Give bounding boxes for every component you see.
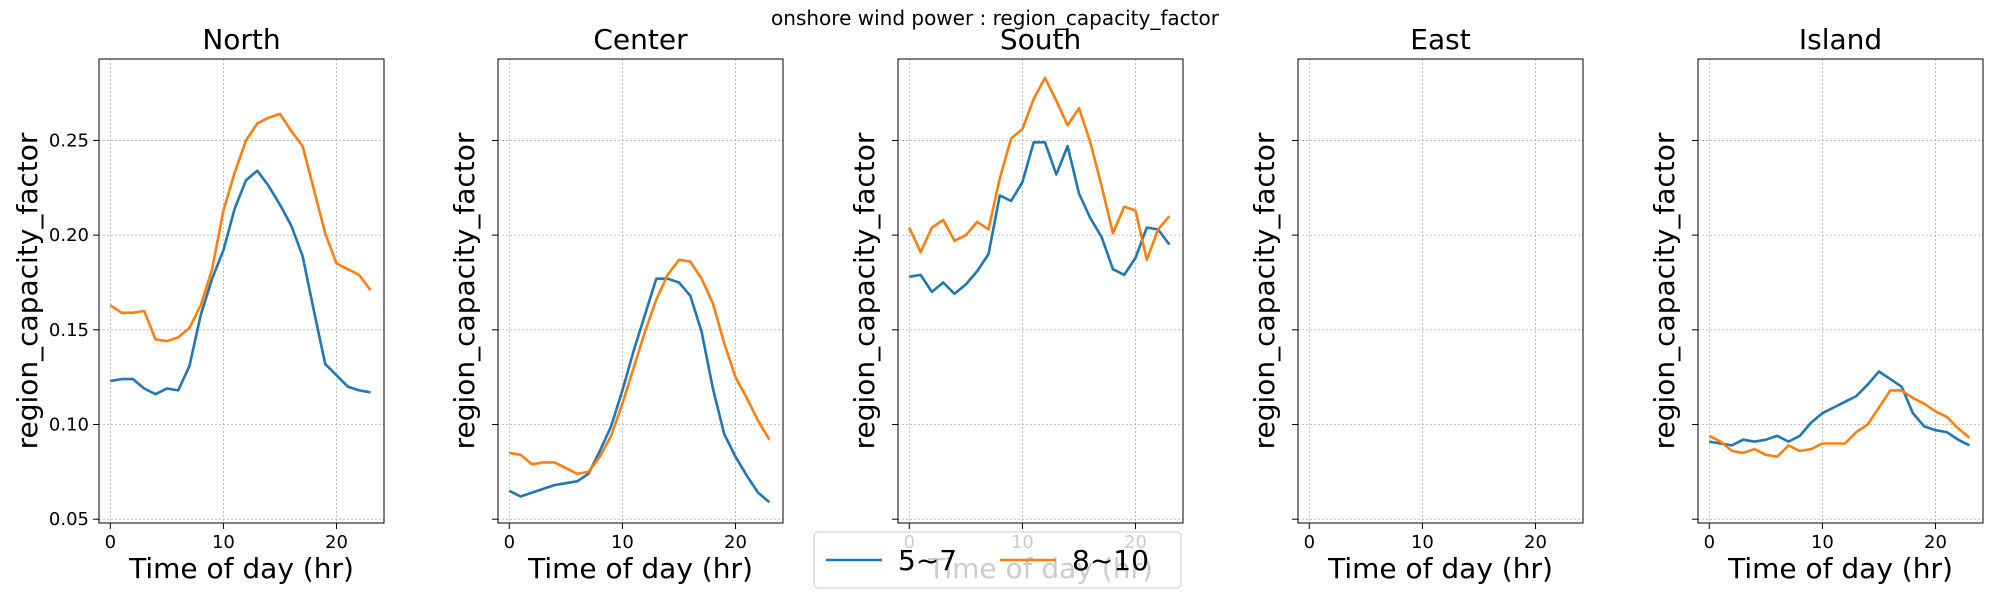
y-axis-label: region_capacity_factor	[448, 132, 481, 449]
series-line-1	[508, 277, 771, 504]
y-axis-label: region_capacity_factor	[1248, 132, 1281, 449]
series-line-1	[909, 141, 1171, 296]
x-tick-label: 10	[212, 532, 235, 553]
axes-frame	[897, 58, 1184, 524]
y-axis-label: region_capacity_factor	[1648, 132, 1681, 449]
x-tick-label: 0	[504, 532, 515, 553]
panel-east: 0 10 20 East Time of day (hr) region_capacity…	[1248, 23, 1584, 585]
panel-island: 0 10 20 Island Time of day (hr) region_capaci…	[1648, 23, 1984, 585]
x-axis-label: Time of day (hr)	[1327, 552, 1553, 585]
chart-legend: 5~7 8~10	[813, 531, 1182, 589]
x-tick-label: 0	[105, 532, 116, 553]
x-tick-label: 10	[1811, 532, 1834, 553]
x-tick-label: 20	[1524, 532, 1547, 553]
y-tick-label: 0.25	[49, 130, 89, 151]
series-line-2	[1708, 389, 1971, 459]
x-axis-label: Time of day (hr)	[128, 552, 354, 585]
y-tick-label: 0.15	[49, 320, 89, 341]
legend-label-1: 5~7	[898, 544, 957, 577]
axes-frame	[1697, 58, 1984, 524]
panel-south: 01020SouthTime of day (hr)region_capacit…	[848, 23, 1184, 585]
chart-panels: 0 10 20 0.05 0.10 0.15 0.20 0.25 North Time of da…	[11, 23, 1984, 585]
legend-label-2: 8~10	[1072, 544, 1149, 577]
x-tick-label: 20	[1924, 532, 1947, 553]
x-tick-label: 20	[325, 532, 348, 553]
panel-north: 0 10 20 0.05 0.10 0.15 0.20 0.25 North Time of da…	[11, 23, 385, 585]
panel-title: South	[1000, 23, 1081, 56]
x-tick-label: 20	[724, 532, 747, 553]
x-axis-label: Time of day (hr)	[1727, 552, 1953, 585]
series-line-2	[109, 112, 372, 343]
axes-frame	[497, 58, 784, 524]
x-tick-label: 10	[1411, 532, 1434, 553]
series-line-1	[1709, 370, 1970, 447]
x-tick-label: 10	[611, 532, 634, 553]
x-tick-label: 0	[1304, 532, 1315, 553]
panel-center: 0 10 20 Center Time of day (hr) region_capaci…	[448, 23, 784, 585]
series-line-1	[110, 169, 371, 396]
y-tick-label: 0.10	[49, 415, 89, 436]
panel-title: North	[202, 23, 280, 56]
panel-title: Island	[1799, 23, 1882, 56]
axes-frame	[1297, 58, 1584, 524]
x-axis-label: Time of day (hr)	[527, 552, 753, 585]
series-line-2	[908, 76, 1171, 262]
y-axis-label: region_capacity_factor	[848, 132, 881, 449]
series-line-2	[509, 258, 771, 476]
legend-box	[813, 531, 1182, 589]
panel-title: East	[1410, 23, 1470, 56]
figure-suptitle: onshore wind power : region_capacity_fac…	[771, 6, 1220, 30]
panel-title: Center	[593, 23, 688, 56]
axes-frame	[98, 58, 385, 524]
y-axis-label: region_capacity_factor	[11, 132, 44, 449]
y-tick-label: 0.05	[49, 509, 89, 530]
y-tick-label: 0.20	[49, 225, 89, 246]
x-tick-label: 0	[1704, 532, 1715, 553]
